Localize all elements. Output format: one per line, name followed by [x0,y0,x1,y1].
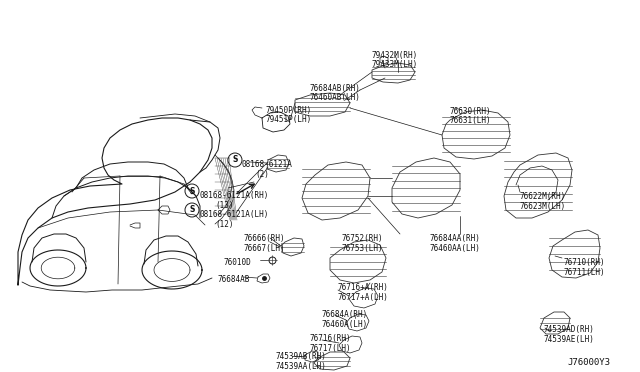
Text: 76716+A(RH): 76716+A(RH) [338,283,389,292]
Text: (12): (12) [215,220,234,229]
Text: 76717(LH): 76717(LH) [309,344,351,353]
Text: 76630(RH): 76630(RH) [449,107,491,116]
Text: S: S [189,186,195,196]
Text: 74539AE(LH): 74539AE(LH) [543,335,594,344]
Text: 76752(RH): 76752(RH) [342,234,383,243]
Text: 76623M(LH): 76623M(LH) [519,202,565,211]
Text: 76667(LH): 76667(LH) [243,244,285,253]
Text: 79450P(RH): 79450P(RH) [265,106,311,115]
Text: 79432M(RH): 79432M(RH) [371,51,417,60]
Text: (13): (13) [215,201,234,210]
Text: 76684AB(RH): 76684AB(RH) [310,84,361,93]
Text: 79433M(LH): 79433M(LH) [371,60,417,69]
Text: 74539AD(RH): 74539AD(RH) [543,325,594,334]
Text: 76010D: 76010D [224,258,252,267]
Text: 76666(RH): 76666(RH) [243,234,285,243]
Text: 08168-6121A(LH): 08168-6121A(LH) [200,210,269,219]
Text: 74539AA(LH): 74539AA(LH) [276,362,327,371]
Text: 79451P(LH): 79451P(LH) [265,115,311,124]
Text: 76684A(RH): 76684A(RH) [321,310,367,319]
Text: 76717+A(LH): 76717+A(LH) [338,293,389,302]
Text: 76631(LH): 76631(LH) [449,116,491,125]
Text: 76460AA(LH): 76460AA(LH) [429,244,480,253]
Text: 08168-6121A: 08168-6121A [242,160,293,169]
Text: 76711(LH): 76711(LH) [563,268,605,277]
Text: 76716(RH): 76716(RH) [309,334,351,343]
Text: 76460A(LH): 76460A(LH) [321,320,367,329]
Text: S: S [189,205,195,215]
Text: 74539AB(RH): 74539AB(RH) [276,352,327,361]
Text: 76753(LH): 76753(LH) [342,244,383,253]
Text: 76710(RH): 76710(RH) [563,258,605,267]
Text: (2): (2) [255,170,269,179]
Text: 76622M(RH): 76622M(RH) [519,192,565,201]
Text: J76000Y3: J76000Y3 [567,358,610,367]
Text: 76684AA(RH): 76684AA(RH) [429,234,480,243]
Text: 08168-6121A(RH): 08168-6121A(RH) [200,191,269,200]
Text: 76684AB: 76684AB [218,275,250,284]
Text: 76460AB(LH): 76460AB(LH) [310,93,361,102]
Text: S: S [232,155,237,164]
